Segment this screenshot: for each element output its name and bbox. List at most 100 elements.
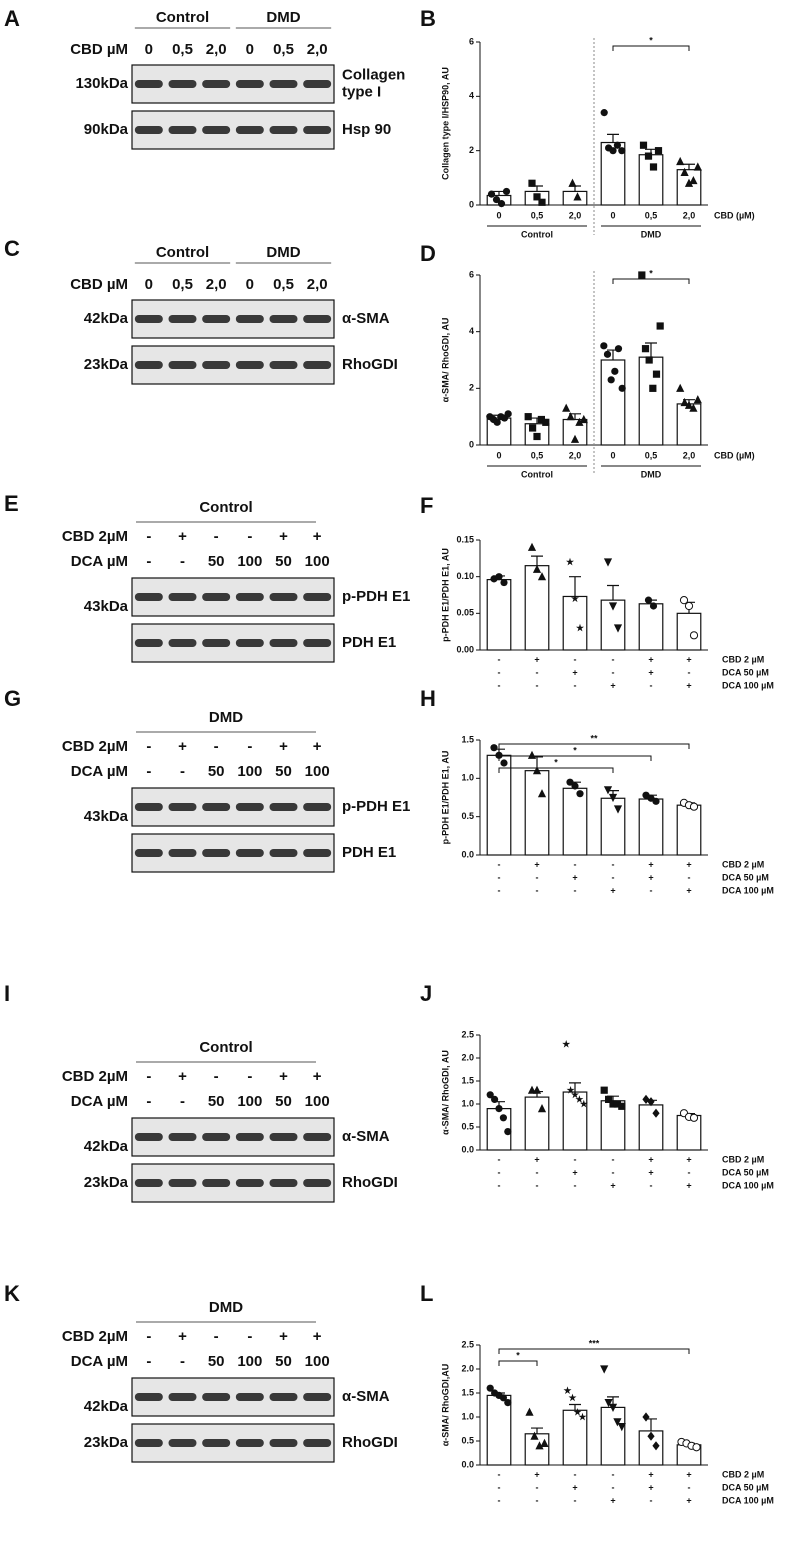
lane-label: + (279, 738, 288, 755)
point (680, 167, 689, 176)
point (652, 1108, 660, 1118)
condition-mark: - (574, 654, 577, 664)
condition-mark: - (498, 680, 501, 690)
y-tick-label: 0.10 (456, 571, 474, 581)
point (689, 403, 698, 412)
y-tick-label: 0.0 (461, 849, 474, 859)
point (490, 744, 498, 752)
band (202, 1393, 231, 1401)
y-tick-label: 0.5 (461, 1435, 474, 1445)
condition-mark: + (686, 1469, 691, 1479)
lane-label: + (313, 738, 322, 755)
point (529, 424, 537, 432)
condition-mark: + (686, 1495, 691, 1505)
point (563, 1386, 572, 1394)
lane-label: - (146, 763, 151, 780)
bar (524, 565, 550, 651)
point (537, 572, 547, 581)
point (644, 152, 653, 160)
point (568, 178, 577, 187)
error-bar (569, 1082, 581, 1093)
band (269, 593, 298, 601)
point (684, 178, 694, 187)
condition-mark: + (648, 1482, 653, 1492)
point (679, 596, 689, 605)
point (600, 342, 608, 350)
condition-mark: - (688, 667, 691, 677)
band (235, 803, 264, 811)
panel-letter: I (4, 981, 10, 1006)
point (639, 141, 648, 149)
condition-label: CBD 2 µM (722, 654, 764, 664)
point (578, 1412, 587, 1421)
point (607, 376, 615, 384)
y-tick-label: 0 (469, 199, 474, 209)
point (676, 156, 685, 166)
point (570, 434, 580, 443)
error-bar (683, 163, 695, 170)
point (538, 198, 546, 206)
lane-label: 50 (275, 1353, 292, 1370)
condition-mark: - (612, 859, 615, 869)
point (542, 418, 550, 426)
x-tick-label: 2,0 (569, 210, 582, 220)
condition-mark: - (612, 1167, 615, 1177)
lane-label: + (279, 1068, 288, 1085)
point (605, 1095, 613, 1103)
kda-label: 43kDa (84, 598, 129, 615)
y-tick-label: 2.0 (461, 1363, 474, 1373)
blot-box (131, 1163, 335, 1203)
point (573, 1408, 582, 1416)
point (575, 417, 584, 426)
kda-label: 43kDa (84, 808, 129, 825)
lane-label: - (180, 1353, 185, 1370)
lane-label: - (247, 528, 252, 545)
band (269, 1179, 298, 1187)
condition-mark: - (612, 872, 615, 882)
y-tick-label: 2.0 (461, 1052, 474, 1062)
bar (638, 798, 664, 856)
condition-label: DCA 100 µM (722, 885, 774, 895)
significance-bracket (612, 278, 690, 284)
lane-label: + (178, 1068, 187, 1085)
lane-label: 100 (237, 1353, 262, 1370)
significance-bracket (498, 1360, 538, 1366)
point (566, 412, 575, 421)
condition-mark: + (648, 872, 653, 882)
band (134, 1439, 163, 1447)
significance-bracket (498, 743, 690, 749)
lane-label: 50 (208, 763, 225, 780)
point (689, 802, 699, 811)
condition-mark: + (534, 1154, 539, 1164)
point (600, 109, 608, 117)
y-axis-label: α-SMA/ RhoGDI, AU (440, 1050, 450, 1135)
error-bar (531, 1427, 543, 1434)
y-tick-label: 6 (469, 36, 474, 46)
band (269, 80, 298, 88)
y-tick-label: 1.5 (461, 1387, 474, 1397)
point (533, 193, 541, 201)
lane-label: + (313, 1328, 322, 1345)
y-tick-label: 1.0 (461, 1098, 474, 1108)
band-name: α-SMA (342, 1128, 390, 1145)
y-tick-label: 1.0 (461, 773, 474, 783)
band (235, 1439, 264, 1447)
band (269, 1133, 298, 1141)
band (202, 1179, 231, 1187)
panel-letter: K (4, 1281, 20, 1306)
point (532, 766, 542, 775)
condition-mark: + (686, 654, 691, 664)
point (487, 190, 496, 198)
band (134, 1393, 163, 1401)
blot-box (131, 110, 335, 150)
bar (524, 770, 550, 856)
band-name: Collagen (342, 66, 405, 83)
y-tick-label: 0.5 (461, 811, 474, 821)
point (645, 356, 653, 364)
point (571, 782, 579, 790)
point (603, 786, 613, 795)
lane-label: 100 (305, 553, 330, 570)
group-label: Control (156, 9, 209, 26)
lane-label: 0 (246, 41, 254, 58)
point (647, 1097, 655, 1107)
